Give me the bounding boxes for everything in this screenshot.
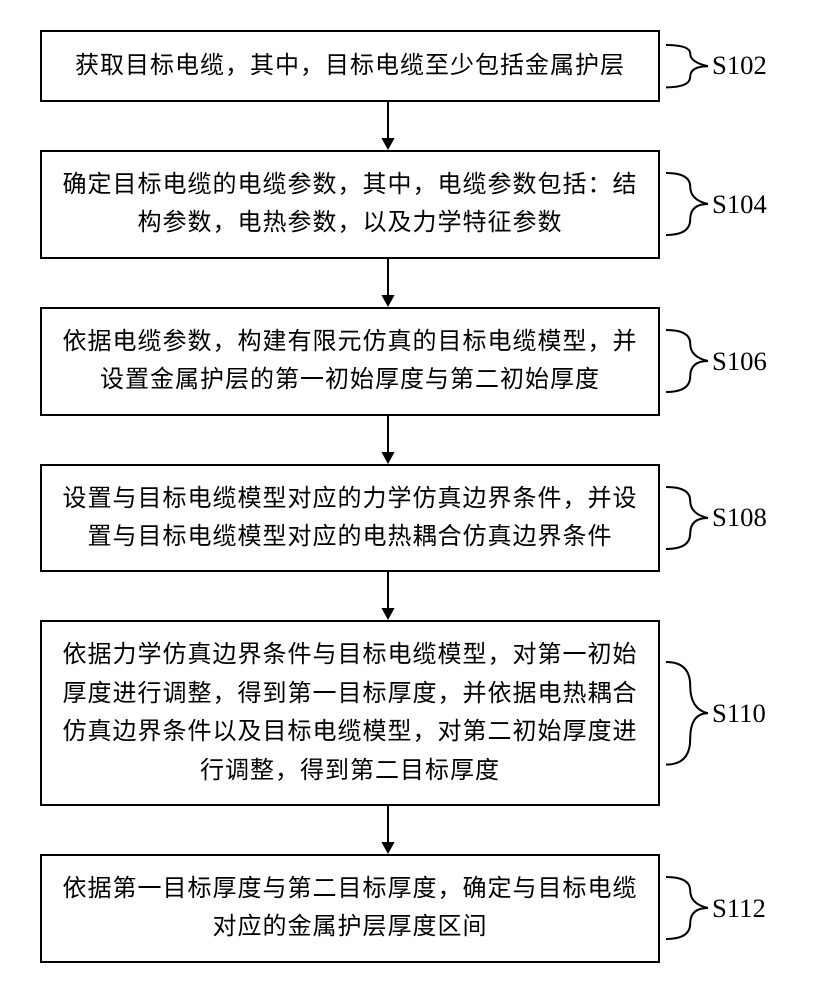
arrow-wrap: [100, 102, 720, 150]
flow-node-s112: 依据第一目标厚度与第二目标厚度，确定与目标电缆对应的金属护层厚度区间: [40, 854, 660, 963]
step-label-s104: S104: [712, 189, 767, 220]
flow-node-text: 设置与目标电缆模型对应的力学仿真边界条件，并设置与目标电缆模型对应的电热耦合仿真…: [60, 480, 640, 557]
flow-step-row: 确定目标电缆的电缆参数，其中，电缆参数包括：结构参数，电热参数，以及力学特征参数…: [40, 150, 779, 259]
step-label-s106: S106: [712, 346, 767, 377]
flow-step-row: 依据电缆参数，构建有限元仿真的目标电缆模型，并设置金属护层的第一初始厚度与第二初…: [40, 307, 779, 416]
flow-step-row: 依据力学仿真边界条件与目标电缆模型，对第一初始厚度进行调整，得到第一目标厚度，并…: [40, 620, 779, 806]
flow-arrow: [100, 806, 720, 854]
arrow-wrap: [100, 806, 720, 854]
flow-node-text: 依据第一目标厚度与第二目标厚度，确定与目标电缆对应的金属护层厚度区间: [60, 870, 640, 947]
connector-curve: [666, 658, 710, 769]
flow-step-row: 设置与目标电缆模型对应的力学仿真边界条件，并设置与目标电缆模型对应的电热耦合仿真…: [40, 464, 779, 573]
step-label-wrap: S104: [666, 169, 767, 239]
flow-node-text: 获取目标电缆，其中，目标电缆至少包括金属护层: [75, 47, 625, 85]
step-label-s110: S110: [712, 698, 766, 729]
flow-node-s104: 确定目标电缆的电缆参数，其中，电缆参数包括：结构参数，电热参数，以及力学特征参数: [40, 150, 660, 259]
connector-curve: [666, 169, 710, 239]
connector-curve: [666, 483, 710, 553]
flow-node-s102: 获取目标电缆，其中，目标电缆至少包括金属护层: [40, 30, 660, 102]
step-label-wrap: S102: [666, 41, 767, 91]
flow-node-s106: 依据电缆参数，构建有限元仿真的目标电缆模型，并设置金属护层的第一初始厚度与第二初…: [40, 307, 660, 416]
flow-step-row: 依据第一目标厚度与第二目标厚度，确定与目标电缆对应的金属护层厚度区间 S112: [40, 854, 779, 963]
step-label-s102: S102: [712, 50, 767, 81]
arrow-wrap: [100, 572, 720, 620]
flow-node-s108: 设置与目标电缆模型对应的力学仿真边界条件，并设置与目标电缆模型对应的电热耦合仿真…: [40, 464, 660, 573]
connector-curve: [666, 326, 710, 396]
flow-step-row: 获取目标电缆，其中，目标电缆至少包括金属护层 S102: [40, 30, 779, 102]
step-label-s112: S112: [712, 893, 766, 924]
flow-arrow: [100, 259, 720, 307]
flow-arrow: [100, 416, 720, 464]
step-label-wrap: S106: [666, 326, 767, 396]
arrow-wrap: [100, 416, 720, 464]
connector-curve: [666, 873, 710, 943]
connector-curve: [666, 41, 710, 91]
flow-node-text: 确定目标电缆的电缆参数，其中，电缆参数包括：结构参数，电热参数，以及力学特征参数: [60, 166, 640, 243]
flow-node-text: 依据电缆参数，构建有限元仿真的目标电缆模型，并设置金属护层的第一初始厚度与第二初…: [60, 323, 640, 400]
step-label-wrap: S108: [666, 483, 767, 553]
step-label-wrap: S110: [666, 658, 766, 769]
flowchart-container: 获取目标电缆，其中，目标电缆至少包括金属护层 S102 确定目标电缆的电缆参数，其中…: [40, 30, 779, 963]
step-label-s108: S108: [712, 502, 767, 533]
step-label-wrap: S112: [666, 873, 766, 943]
flow-arrow: [100, 102, 720, 150]
arrow-wrap: [100, 259, 720, 307]
flow-node-text: 依据力学仿真边界条件与目标电缆模型，对第一初始厚度进行调整，得到第一目标厚度，并…: [60, 636, 640, 790]
flow-arrow: [100, 572, 720, 620]
flow-node-s110: 依据力学仿真边界条件与目标电缆模型，对第一初始厚度进行调整，得到第一目标厚度，并…: [40, 620, 660, 806]
